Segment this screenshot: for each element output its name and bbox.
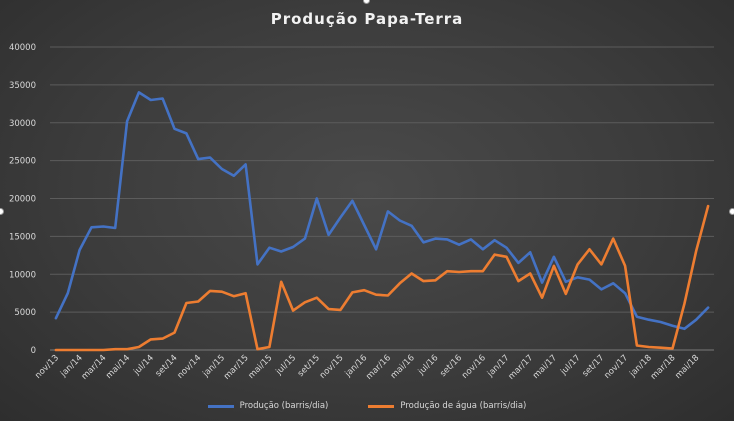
series-line-producao (54, 91, 710, 331)
selection-handle-right[interactable] (729, 208, 734, 215)
legend-item-producao: Produção (barris/dia) (207, 401, 329, 411)
y-tick-label: 35000 (9, 81, 36, 91)
x-tick-label: nov/17 (602, 353, 630, 381)
legend-swatch-agua (368, 404, 395, 408)
selection-handle-left[interactable] (0, 208, 4, 215)
y-tick-label: 25000 (9, 157, 36, 167)
x-tick-label: mai/18 (673, 353, 701, 381)
x-tick-label: jul/16 (416, 353, 441, 378)
series-line-agua (54, 204, 710, 352)
y-tick-label: 10000 (9, 270, 36, 280)
x-tick-label: mar/18 (649, 353, 678, 382)
x-tick-label: mar/14 (80, 353, 109, 382)
legend-label-producao: Produção (barris/dia) (239, 401, 329, 411)
legend-label-agua: Produção de água (barris/dia) (400, 401, 527, 411)
x-tick-label: jul/17 (558, 353, 583, 378)
y-tick-label: 5000 (14, 308, 36, 318)
x-tick-label: jul/14 (131, 353, 156, 378)
y-tick-label: 30000 (9, 119, 36, 129)
legend: Produção (barris/dia) Produção de água (… (0, 401, 734, 411)
x-tick-label: mai/17 (531, 353, 559, 381)
x-tick-label: mai/16 (389, 353, 417, 381)
x-tick-label: nov/16 (460, 353, 488, 381)
x-tick-label: jul/15 (274, 353, 299, 378)
x-tick-label: mar/15 (222, 353, 251, 382)
legend-swatch-producao (207, 404, 234, 408)
y-tick-label: 0 (31, 346, 36, 356)
x-tick-label: nov/13 (33, 353, 61, 381)
x-tick-label: mai/15 (247, 353, 275, 381)
x-tick-label: mar/16 (364, 353, 393, 382)
y-tick-label: 40000 (9, 43, 36, 53)
selection-handle-top[interactable] (363, 0, 370, 4)
y-tick-label: 20000 (9, 195, 36, 205)
x-tick-label: mai/14 (104, 353, 132, 381)
x-tick-label: nov/15 (318, 353, 346, 381)
x-tick-label: nov/14 (176, 353, 204, 381)
y-tick-label: 15000 (9, 232, 36, 242)
x-tick-label: mar/17 (507, 353, 536, 382)
legend-item-agua: Produção de água (barris/dia) (368, 401, 526, 411)
chart-title: Produção Papa-Terra (270, 10, 464, 28)
